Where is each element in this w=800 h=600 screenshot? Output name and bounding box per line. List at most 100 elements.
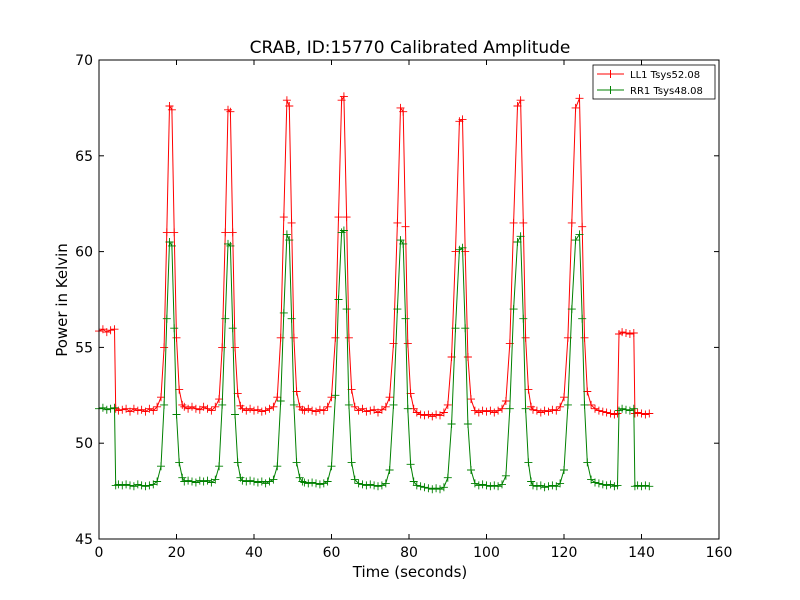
data-point-marker xyxy=(339,92,348,101)
data-point-marker xyxy=(315,480,324,489)
data-point-marker xyxy=(269,475,278,484)
data-point-marker xyxy=(207,406,216,415)
y-tick-label: 65 xyxy=(75,149,93,165)
data-point-marker xyxy=(226,241,235,250)
data-point-marker xyxy=(401,314,410,323)
data-point-marker xyxy=(184,476,193,485)
data-point-marker xyxy=(129,482,138,491)
data-point-marker xyxy=(625,330,634,338)
data-point-marker xyxy=(474,408,483,417)
data-point-marker xyxy=(342,213,351,222)
data-point-marker xyxy=(432,484,441,493)
data-point-marker xyxy=(602,408,611,417)
data-point-marker xyxy=(215,462,224,471)
data-point-marker xyxy=(381,402,390,411)
data-point-marker xyxy=(443,400,452,409)
data-point-marker xyxy=(509,305,518,314)
data-point-marker xyxy=(292,458,301,467)
data-point-marker xyxy=(482,481,491,490)
data-point-marker xyxy=(544,482,553,491)
data-point-marker xyxy=(282,230,291,239)
data-point-marker xyxy=(544,407,553,416)
data-point-marker xyxy=(308,406,317,415)
data-point-marker xyxy=(463,420,472,428)
data-point-marker xyxy=(250,477,258,486)
data-point-marker xyxy=(494,406,503,415)
data-point-marker xyxy=(519,314,528,323)
data-point-marker xyxy=(149,406,158,415)
x-tick-label: 100 xyxy=(473,545,500,561)
y-tick-label: 45 xyxy=(75,532,93,548)
data-point-marker xyxy=(323,402,332,411)
data-point-marker xyxy=(347,458,356,467)
data-point-marker xyxy=(606,409,615,418)
data-point-marker xyxy=(199,402,208,411)
data-point-marker xyxy=(598,407,607,416)
data-point-marker xyxy=(536,408,545,417)
data-point-marker xyxy=(215,395,224,404)
chart-title: CRAB, ID:15770 Calibrated Amplitude xyxy=(250,38,571,58)
data-point-marker xyxy=(350,402,359,411)
data-point-marker xyxy=(439,408,448,417)
data-point-marker xyxy=(287,314,296,323)
data-point-marker xyxy=(467,395,475,404)
data-point-marker xyxy=(153,477,162,486)
data-point-marker xyxy=(354,406,363,415)
data-point-marker xyxy=(532,406,541,415)
data-point-marker xyxy=(451,247,460,256)
data-point-marker xyxy=(191,404,200,413)
legend: LL1 Tsys52.08 RR1 Tsys48.08 xyxy=(592,64,716,100)
data-point-marker xyxy=(461,324,470,333)
data-point-marker xyxy=(521,333,530,342)
data-point-marker xyxy=(548,481,557,490)
x-tick-label: 120 xyxy=(551,545,578,561)
data-point-marker xyxy=(645,409,654,418)
data-point-marker xyxy=(157,393,165,402)
data-point-marker xyxy=(199,477,208,486)
data-point-marker xyxy=(567,305,576,314)
data-point-marker xyxy=(598,480,607,489)
data-point-marker xyxy=(141,482,150,491)
y-tick-label: 70 xyxy=(75,53,93,69)
data-point-marker xyxy=(257,407,266,416)
data-point-marker xyxy=(613,481,622,490)
data-point-marker xyxy=(629,329,638,337)
data-point-marker xyxy=(257,477,266,486)
data-point-marker xyxy=(246,404,255,413)
data-point-marker xyxy=(160,400,169,409)
data-point-marker xyxy=(552,406,561,415)
x-tick-label: 0 xyxy=(95,545,104,561)
data-point-marker xyxy=(110,325,119,334)
data-point-marker xyxy=(424,410,433,419)
data-point-marker xyxy=(195,476,204,485)
data-point-marker xyxy=(412,408,421,417)
data-point-marker xyxy=(527,477,536,486)
data-point-marker xyxy=(428,485,437,494)
data-point-marker xyxy=(594,406,603,415)
data-point-marker xyxy=(261,479,270,488)
data-point-marker xyxy=(300,406,309,415)
data-point-marker xyxy=(509,218,518,227)
data-point-marker xyxy=(167,241,176,250)
data-point-marker xyxy=(188,477,196,486)
data-point-marker xyxy=(516,96,525,105)
data-point-marker xyxy=(289,400,298,409)
data-point-marker xyxy=(519,218,528,227)
data-point-marker xyxy=(524,385,533,394)
data-point-marker xyxy=(102,328,111,337)
data-point-marker xyxy=(102,405,111,414)
x-tick-label: 40 xyxy=(245,545,263,561)
data-point-marker xyxy=(98,403,107,412)
data-point-marker xyxy=(594,479,603,488)
data-point-marker xyxy=(567,218,576,227)
data-point-marker xyxy=(126,481,134,490)
data-point-marker xyxy=(486,406,495,415)
data-point-marker xyxy=(467,466,475,474)
data-point-marker xyxy=(470,479,479,488)
data-point-marker xyxy=(458,243,467,252)
data-point-marker xyxy=(362,481,371,490)
data-point-marker xyxy=(350,475,359,484)
data-point-marker xyxy=(265,404,274,413)
data-point-marker xyxy=(571,103,580,112)
data-point-marker xyxy=(269,402,278,411)
